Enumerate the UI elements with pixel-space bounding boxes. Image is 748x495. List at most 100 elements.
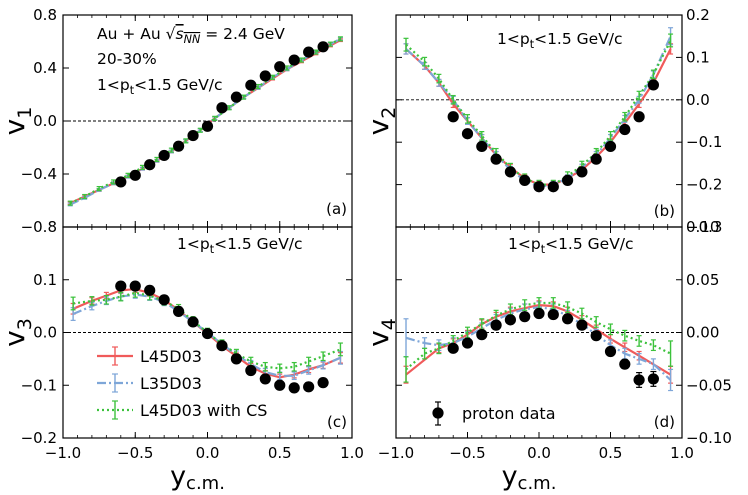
data-point — [173, 305, 185, 317]
x-tick-label: 0.0 — [196, 444, 220, 462]
y-tick-label: −0.05 — [686, 376, 732, 394]
y-tick-label: −0.10 — [686, 429, 732, 447]
y-tick-label: 0.1 — [686, 48, 710, 66]
y-tick-label: −0.1 — [686, 133, 722, 151]
y-tick-label: −0.2 — [21, 429, 57, 447]
data-point — [604, 140, 617, 153]
panel-label: (a) — [326, 200, 347, 218]
data-point — [230, 91, 242, 103]
pt-range-label: 1<pt<1.5 GeV/c — [508, 235, 634, 256]
series-l35d03 — [403, 27, 674, 191]
x-tick-label: 1.0 — [670, 444, 694, 462]
y-tick-label: 0.10 — [686, 218, 719, 236]
data-point — [303, 381, 315, 393]
data-point — [115, 280, 127, 292]
data-point — [158, 149, 170, 162]
data-point — [158, 294, 170, 306]
pt-range-label: 1<pt<1.5 GeV/c — [177, 235, 303, 256]
y-axis-label: v1 — [0, 107, 36, 136]
y-tick-label: −0.4 — [21, 165, 57, 183]
data-point — [519, 174, 531, 186]
data-point — [259, 373, 271, 385]
data-point — [504, 314, 516, 326]
y-tick-label: 0.8 — [33, 6, 57, 24]
legend-item-proton: proton data — [432, 401, 556, 426]
y-tick-label: 0.0 — [33, 112, 57, 130]
data-point — [259, 70, 271, 82]
data-point — [519, 311, 531, 323]
y-tick-label: −0.8 — [21, 218, 57, 236]
data-point — [317, 41, 329, 53]
series-l45d03-with-cs — [403, 297, 674, 383]
data-point — [547, 308, 559, 321]
panel-a: −0.8 −0.4 0.0 0.4 0.8 v1 Au + Au √sNN = 2.4 Ge… — [0, 6, 353, 236]
panel-label: (d) — [654, 413, 675, 431]
legend-label: L45D03 — [140, 347, 202, 366]
data-point — [562, 313, 574, 325]
y-tick-label: −0.2 — [686, 176, 722, 194]
pt-range-label: 1<pt<1.5 GeV/c — [497, 30, 623, 51]
series-line — [405, 48, 672, 186]
data-point — [647, 79, 660, 91]
data-point — [576, 319, 588, 331]
data-point — [216, 102, 228, 114]
x-tick-label: −1.0 — [45, 444, 81, 462]
legend-label: proton data — [462, 404, 556, 423]
data-point — [144, 159, 156, 171]
legend-item: L35D03 — [97, 373, 202, 393]
data-point — [216, 340, 228, 352]
data-point — [547, 181, 559, 193]
data-point — [173, 140, 185, 152]
data-point — [288, 382, 300, 394]
data-point — [619, 358, 631, 370]
y-tick-label: 0.0 — [686, 91, 710, 109]
panel-b: −0.3 −0.2 −0.1 0.0 0.1 0.2 v2 1<pt<1.5 GeV/c (b) — [362, 6, 722, 236]
data-point — [533, 307, 545, 320]
y-tick-label: 0.4 — [33, 59, 57, 77]
series-line — [405, 39, 672, 186]
legend-label: L45D03 with CS — [140, 401, 267, 420]
panel-label: (c) — [327, 413, 347, 431]
data-point — [129, 169, 141, 181]
data-point — [590, 330, 602, 342]
data-point — [504, 166, 516, 178]
data-point — [490, 319, 502, 331]
data-point — [115, 176, 127, 188]
x-tick-label: 0.5 — [599, 444, 623, 462]
y-tick-label: −0.3 — [686, 218, 722, 236]
y-axis-label: v4 — [362, 318, 400, 347]
centrality-label: 20-30% — [97, 50, 157, 68]
data-point — [647, 373, 660, 385]
x-axis-label: yc.m. — [170, 461, 225, 494]
data-point — [562, 174, 574, 186]
pt-range-label: 1<pt<1.5 GeV/c — [97, 76, 223, 97]
data-point — [245, 79, 257, 91]
y-tick-label: 0.2 — [686, 6, 710, 24]
data-point — [633, 374, 645, 386]
data-point — [201, 327, 214, 340]
panel-d: −1.0 −0.5 0.0 0.5 1.0−0.10 −0.05 0.00 0.05 0.10 v… — [362, 218, 732, 462]
data-point — [187, 316, 199, 328]
x-tick-label: −1.0 — [378, 444, 414, 462]
x-tick-label: −0.5 — [117, 444, 153, 462]
data-point — [303, 46, 315, 58]
y-tick-label: 0.00 — [686, 324, 719, 342]
series-proton-data — [115, 280, 329, 394]
data-point — [187, 129, 199, 142]
legend-item: L45D03 with CS — [97, 400, 267, 420]
data-point — [476, 140, 488, 153]
y-tick-label: 0.05 — [686, 271, 719, 289]
data-point — [230, 353, 242, 365]
legend-item: L45D03 — [97, 346, 202, 366]
x-tick-label: 1.0 — [340, 444, 364, 462]
series-proton-data — [447, 79, 660, 193]
system-label: Au + Au √sNN = 2.4 GeV — [97, 25, 285, 46]
series-proton-data — [447, 307, 660, 388]
data-point — [288, 54, 300, 66]
data-point — [533, 181, 545, 193]
data-point — [129, 280, 141, 292]
data-point — [461, 128, 474, 140]
series-proton-data — [115, 41, 329, 188]
data-point — [633, 111, 645, 123]
legend: L45D03 L35D03 L45D03 with CS proton data — [97, 346, 556, 426]
